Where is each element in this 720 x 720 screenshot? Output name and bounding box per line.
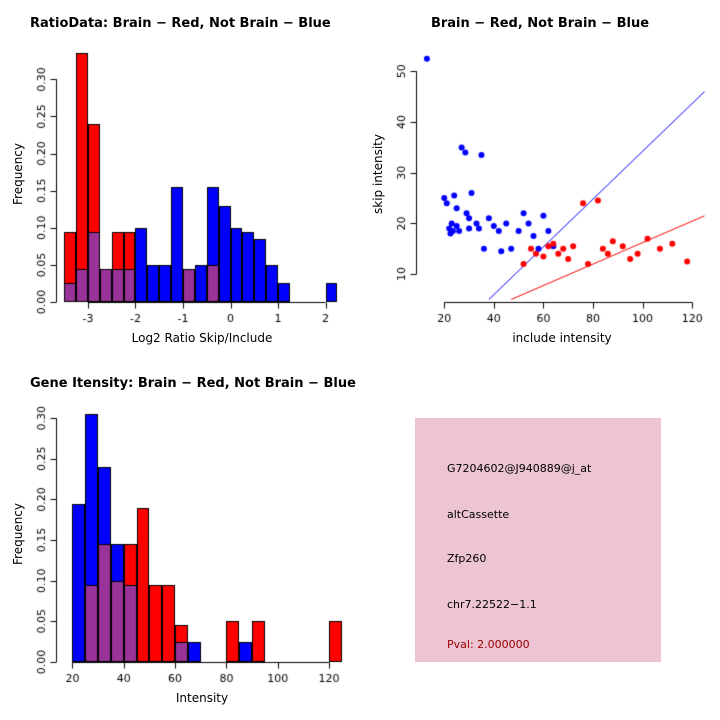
pval-text: Pval: 2.000000 [447,638,530,651]
gene-histogram-plot [0,360,360,720]
gene-histogram-ylabel: Frequency [11,503,25,565]
ratio-histogram-xlabel: Log2 Ratio Skip/Include [131,331,273,345]
gene-histogram-title: Gene Itensity: Brain − Red, Not Brain − … [30,376,356,391]
intensity-scatter-plot [360,0,720,360]
panel-intensity-scatter: Brain − Red, Not Brain − Blue include in… [360,0,720,360]
intensity-scatter-xlabel: include intensity [512,331,612,345]
gene-name-text: Zfp260 [447,552,487,565]
intensity-scatter-ylabel: skip intensity [371,134,385,214]
gene-histogram-xlabel: Intensity [175,691,229,705]
panel-info-box: G7204602@J940889@j_at altCassette Zfp260… [360,360,720,720]
probe-id-text: G7204602@J940889@j_at [447,462,592,475]
location-text: chr7.22522−1.1 [447,598,537,611]
splice-type-text: altCassette [447,508,510,521]
panel-gene-histogram: Gene Itensity: Brain − Red, Not Brain − … [0,360,360,720]
ratio-histogram-title: RatioData: Brain − Red, Not Brain − Blue [30,16,331,31]
panel-ratio-histogram: RatioData: Brain − Red, Not Brain − Blue… [0,0,360,360]
ratio-histogram-ylabel: Frequency [11,143,25,205]
ratio-histogram-plot [0,0,360,360]
intensity-scatter-title: Brain − Red, Not Brain − Blue [430,16,650,31]
info-box: G7204602@J940889@j_at altCassette Zfp260… [415,418,661,662]
